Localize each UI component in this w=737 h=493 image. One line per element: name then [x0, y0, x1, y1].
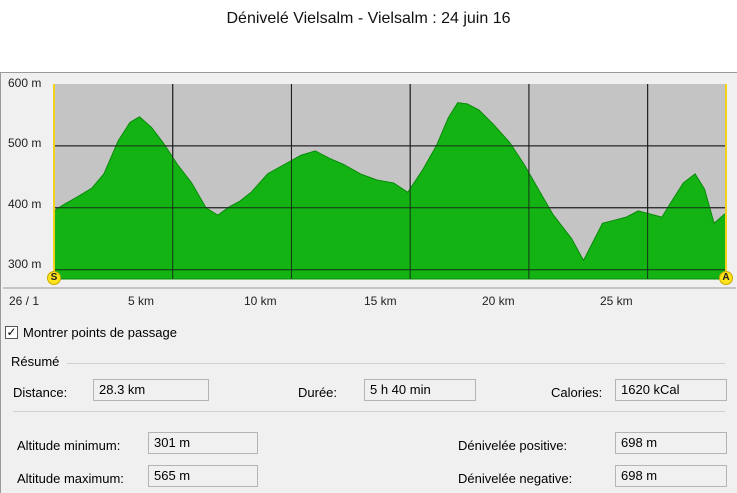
x-tick-10km: 10 km: [244, 294, 277, 308]
page-title: Dénivelé Vielsalm - Vielsalm : 24 juin 1…: [226, 10, 511, 27]
summary-group-divider: [67, 363, 725, 364]
show-waypoints-checkbox[interactable]: ✓: [5, 324, 18, 339]
alt-max-field: 565 m: [148, 465, 258, 487]
summary-separator: [13, 411, 725, 412]
alt-max-label: Altitude maximum:: [17, 471, 124, 486]
distance-label: Distance:: [13, 385, 68, 400]
distance-field: 28.3 km: [93, 379, 209, 401]
y-tick-400: 400 m: [8, 197, 42, 211]
alt-min-label: Altitude minimum:: [17, 438, 121, 453]
end-marker[interactable]: A: [719, 271, 733, 285]
alt-min-field: 301 m: [148, 432, 258, 454]
elev-pos-field: 698 m: [615, 432, 727, 454]
x-start-label: 26 / 1: [9, 294, 40, 308]
show-waypoints-label: Montrer points de passage: [23, 324, 177, 340]
x-tick-20km: 20 km: [482, 294, 515, 308]
show-waypoints-row[interactable]: ✓ Montrer points de passage: [1, 322, 177, 342]
start-marker[interactable]: S: [47, 271, 61, 285]
calories-field: 1620 kCal: [615, 379, 727, 401]
elevation-chart-svg: [3, 84, 736, 289]
profile-panel: 600 m 500 m 400 m 300 m 26 / 1 5 km 10 k…: [0, 72, 737, 493]
elevation-chart[interactable]: 600 m 500 m 400 m 300 m 26 / 1 5 km 10 k…: [2, 74, 737, 318]
x-tick-5km: 5 km: [128, 294, 155, 308]
y-tick-300: 300 m: [8, 257, 42, 271]
elevation-area: [53, 102, 727, 280]
y-tick-500: 500 m: [8, 136, 42, 150]
calories-label: Calories:: [551, 385, 603, 400]
duration-label: Durée:: [298, 385, 338, 400]
x-tick-25km: 25 km: [600, 294, 633, 308]
elev-neg-field: 698 m: [615, 465, 727, 487]
summary-group-label: Résumé: [11, 354, 64, 369]
x-tick-15km: 15 km: [364, 294, 397, 308]
elev-pos-label: Dénivelée positive:: [458, 438, 568, 453]
elev-neg-label: Dénivelée negative:: [458, 471, 573, 486]
y-tick-600: 600 m: [8, 76, 42, 90]
duration-field: 5 h 40 min: [364, 379, 476, 401]
